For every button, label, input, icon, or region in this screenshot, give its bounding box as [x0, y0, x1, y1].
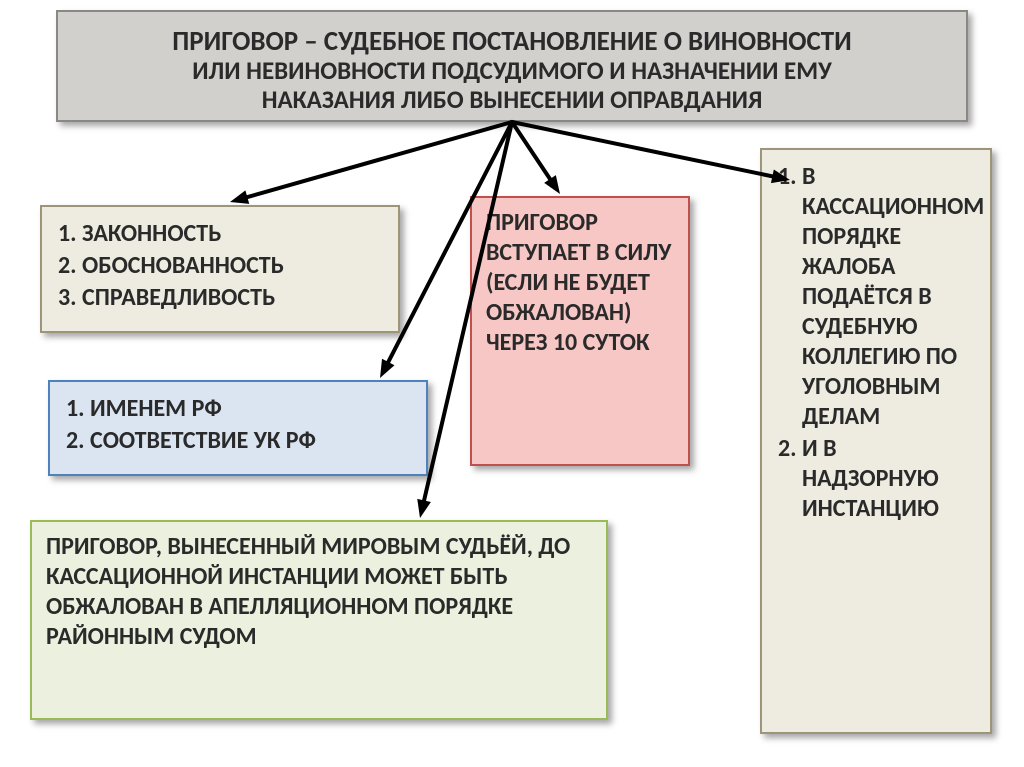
header-definition-box: ПРИГОВОР – СУДЕБНОЕ ПОСТАНОВЛЕНИЕ О ВИНО… — [56, 10, 968, 122]
header-line-2: ИЛИ НЕВИНОВНОСТИ ПОДСУДИМОГО И НАЗНАЧЕНИ… — [88, 57, 936, 86]
header-term: ПРИГОВОР — [172, 25, 298, 58]
slide-root: ПРИГОВОР – СУДЕБНОЕ ПОСТАНОВЛЕНИЕ О ВИНО… — [0, 0, 1024, 767]
rf-basis-list: ИМЕНЕМ РФ СООТВЕТСТВИЕ УК РФ — [64, 394, 412, 456]
rf-basis-box: ИМЕНЕМ РФ СООТВЕТСТВИЕ УК РФ — [48, 380, 428, 476]
appeal-cassation-box: В КАССАЦИОННОМ ПОРЯДКЕ ЖАЛОБА ПОДАЁТСЯ В… — [760, 148, 992, 734]
rf-basis-item: СООТВЕТСТВИЕ УК РФ — [90, 426, 412, 456]
header-line-1: ПРИГОВОР – СУДЕБНОЕ ПОСТАНОВЛЕНИЕ О ВИНО… — [88, 26, 936, 57]
principles-item: ЗАКОННОСТЬ — [82, 219, 384, 249]
appellate-order-text: ПРИГОВОР, ВЫНЕСЕННЫЙ МИРОВЫМ СУДЬЁЙ, ДО … — [46, 532, 570, 651]
effective-term-box: ПРИГОВОР ВСТУПАЕТ В СИЛУ (ЕСЛИ НЕ БУДЕТ … — [470, 196, 690, 466]
header-line-3: НАКАЗАНИЯ ЛИБО ВЫНЕСЕНИИ ОПРАВДАНИЯ — [88, 86, 936, 115]
appeal-cassation-item: В КАССАЦИОННОМ ПОРЯДКЕ ЖАЛОБА ПОДАЁТСЯ В… — [802, 162, 976, 432]
effective-term-text: ПРИГОВОР ВСТУПАЕТ В СИЛУ (ЕСЛИ НЕ БУДЕТ … — [486, 208, 671, 357]
appellate-order-box: ПРИГОВОР, ВЫНЕСЕННЫЙ МИРОВЫМ СУДЬЁЙ, ДО … — [30, 520, 608, 720]
principles-item: ОБОСНОВАННОСТЬ — [82, 251, 384, 281]
principles-list: ЗАКОННОСТЬ ОБОСНОВАННОСТЬ СПРАВЕДЛИВОСТЬ — [56, 219, 384, 313]
header-rest: – СУДЕБНОЕ ПОСТАНОВЛЕНИЕ О ВИНОВНОСТИ — [298, 25, 852, 58]
appeal-cassation-item: И В НАДЗОРНУЮ ИНСТАНЦИЮ — [802, 434, 976, 524]
principles-item: СПРАВЕДЛИВОСТЬ — [82, 283, 384, 313]
principles-box: ЗАКОННОСТЬ ОБОСНОВАННОСТЬ СПРАВЕДЛИВОСТЬ — [40, 205, 400, 333]
appeal-cassation-list: В КАССАЦИОННОМ ПОРЯДКЕ ЖАЛОБА ПОДАЁТСЯ В… — [776, 162, 976, 524]
rf-basis-item: ИМЕНЕМ РФ — [90, 394, 412, 424]
